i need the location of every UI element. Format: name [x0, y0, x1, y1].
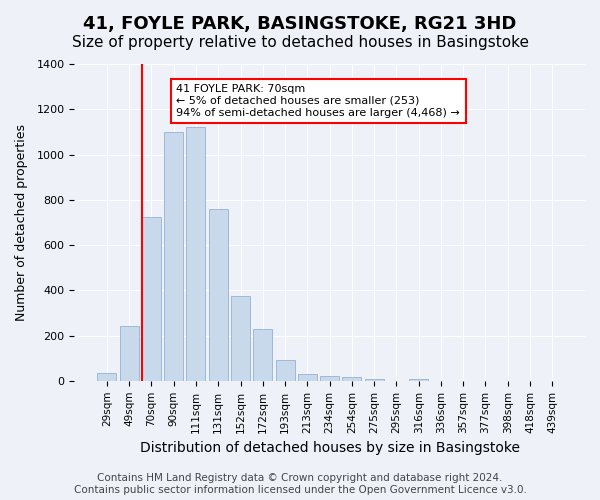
Bar: [164, 132, 183, 381]
Bar: [275, 360, 295, 381]
Text: 41, FOYLE PARK, BASINGSTOKE, RG21 3HD: 41, FOYLE PARK, BASINGSTOKE, RG21 3HD: [83, 15, 517, 33]
Bar: [409, 379, 428, 381]
Bar: [320, 376, 339, 381]
Bar: [142, 217, 161, 381]
Bar: [187, 128, 205, 381]
X-axis label: Distribution of detached houses by size in Basingstoke: Distribution of detached houses by size …: [140, 441, 520, 455]
Bar: [231, 296, 250, 381]
Bar: [119, 326, 139, 381]
Text: Contains HM Land Registry data © Crown copyright and database right 2024.
Contai: Contains HM Land Registry data © Crown c…: [74, 474, 526, 495]
Bar: [253, 329, 272, 381]
Bar: [298, 374, 317, 381]
Bar: [343, 376, 361, 381]
Y-axis label: Number of detached properties: Number of detached properties: [15, 124, 28, 321]
Bar: [209, 209, 227, 381]
Bar: [365, 378, 383, 381]
Text: 41 FOYLE PARK: 70sqm
← 5% of detached houses are smaller (253)
94% of semi-detac: 41 FOYLE PARK: 70sqm ← 5% of detached ho…: [176, 84, 460, 117]
Bar: [97, 373, 116, 381]
Text: Size of property relative to detached houses in Basingstoke: Size of property relative to detached ho…: [71, 35, 529, 50]
